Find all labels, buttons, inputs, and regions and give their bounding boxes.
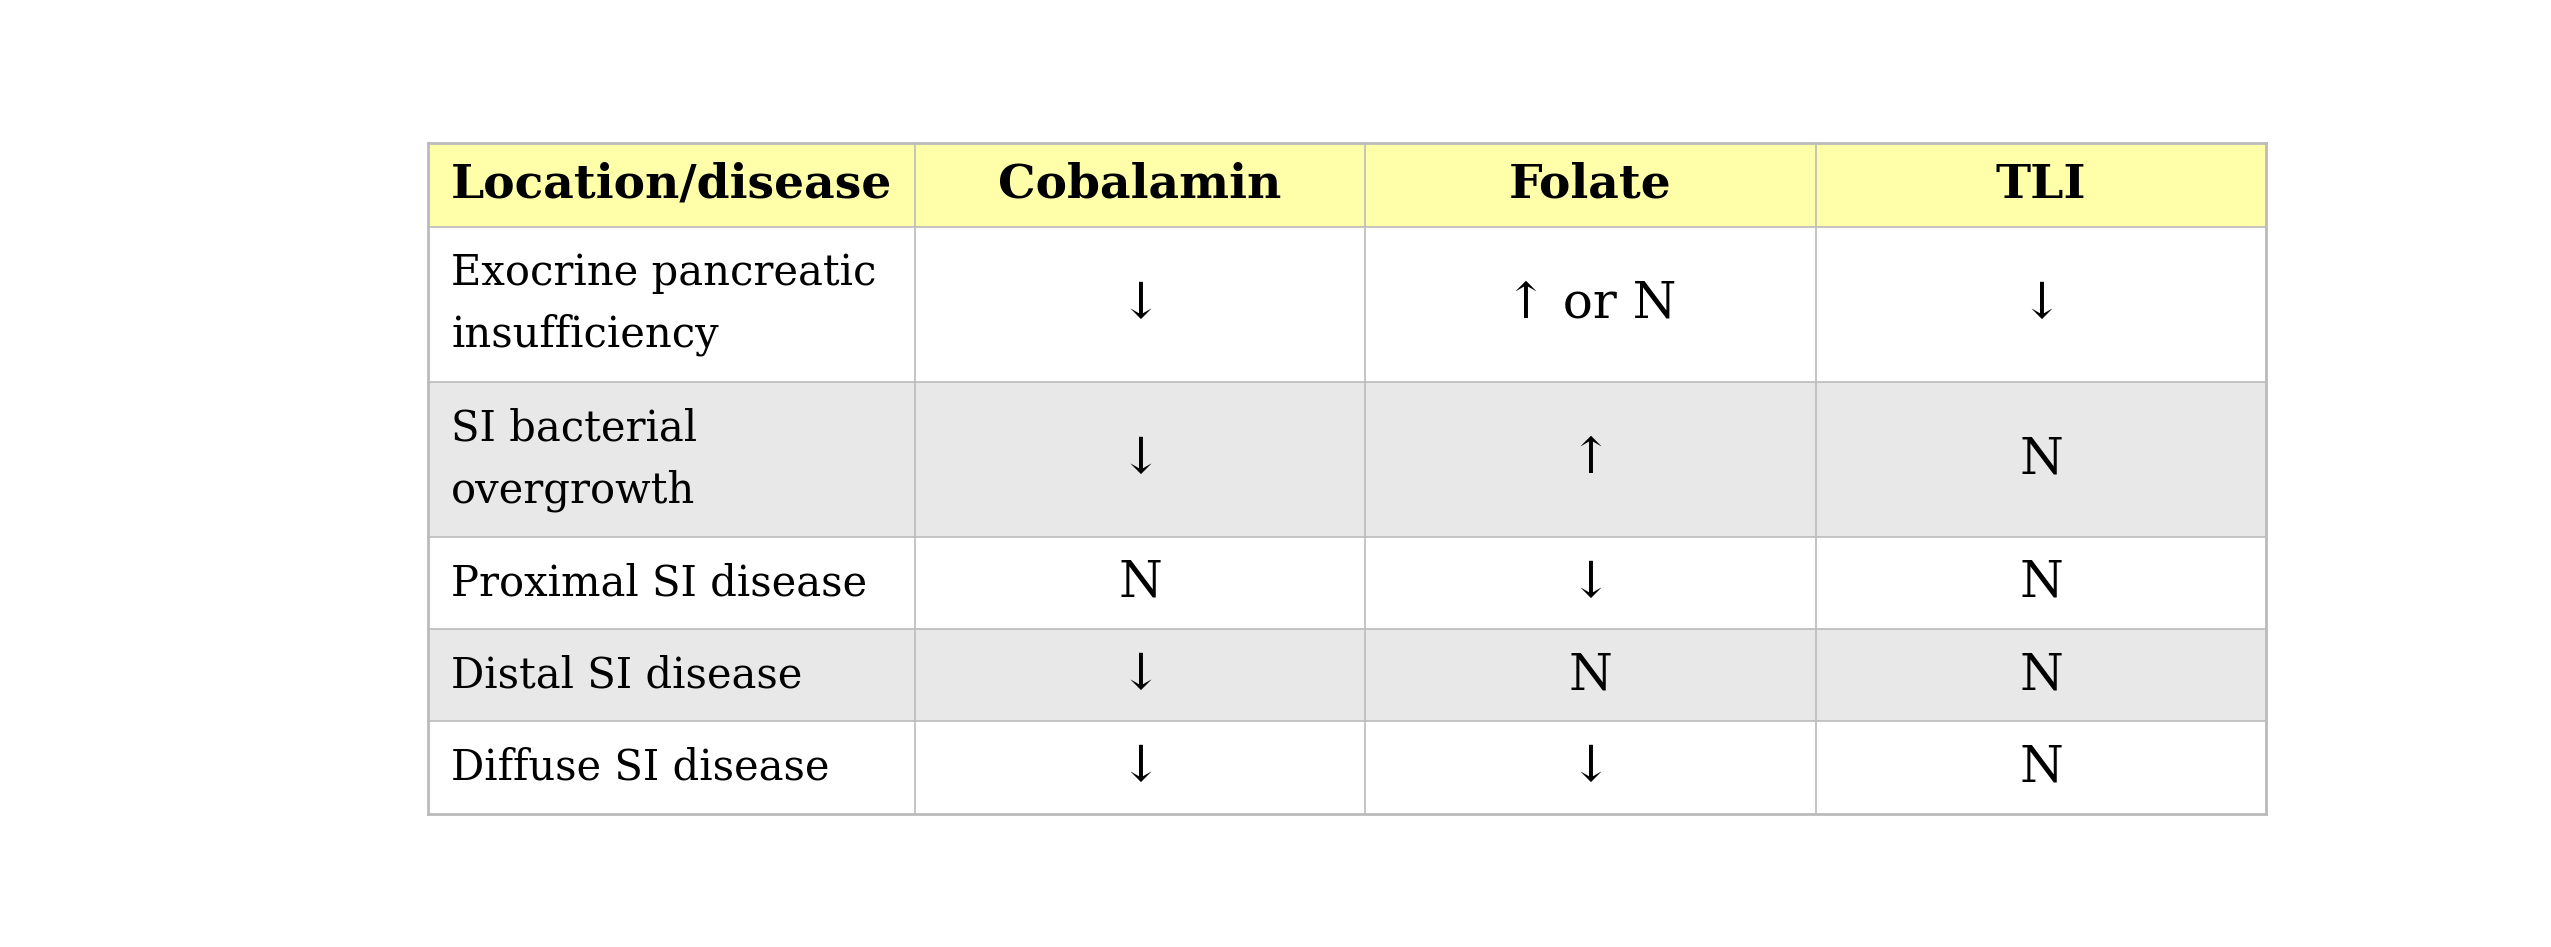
Text: ↓: ↓ <box>1120 651 1161 700</box>
Bar <box>429 629 916 722</box>
Bar <box>1816 226 2265 382</box>
Bar <box>429 143 916 226</box>
Bar <box>1816 537 2265 629</box>
Text: Diffuse SI disease: Diffuse SI disease <box>452 746 829 789</box>
Bar <box>1365 722 1816 813</box>
Bar <box>916 722 1365 813</box>
Bar <box>429 226 916 382</box>
Bar <box>916 143 1365 226</box>
Bar <box>1365 629 1816 722</box>
Bar <box>916 537 1365 629</box>
Bar <box>1816 382 2265 537</box>
Bar <box>1365 382 1816 537</box>
Bar <box>1816 143 2265 226</box>
Text: ↑: ↑ <box>1569 435 1612 484</box>
Text: ↑ or N: ↑ or N <box>1505 279 1676 329</box>
Text: N: N <box>2018 742 2064 793</box>
Bar <box>1365 143 1816 226</box>
Text: Proximal SI disease: Proximal SI disease <box>452 563 867 604</box>
Text: SI bacterial
overgrowth: SI bacterial overgrowth <box>452 407 696 511</box>
Bar <box>429 722 916 813</box>
Bar <box>429 537 916 629</box>
Bar <box>1365 226 1816 382</box>
Text: N: N <box>2018 559 2064 608</box>
Text: Cobalamin: Cobalamin <box>997 162 1281 207</box>
Text: Location/disease: Location/disease <box>452 162 893 207</box>
Text: N: N <box>1569 651 1612 700</box>
Bar <box>916 382 1365 537</box>
Text: ↓: ↓ <box>1120 742 1161 793</box>
Bar <box>429 382 916 537</box>
Text: N: N <box>1117 559 1163 608</box>
Text: ↓: ↓ <box>2020 279 2061 329</box>
Text: N: N <box>2018 435 2064 484</box>
Text: ↓: ↓ <box>1569 742 1612 793</box>
Text: TLI: TLI <box>1995 162 2087 207</box>
Bar <box>916 226 1365 382</box>
Text: Distal SI disease: Distal SI disease <box>452 654 804 696</box>
Text: ↓: ↓ <box>1569 559 1612 608</box>
Bar <box>1816 629 2265 722</box>
Text: ↓: ↓ <box>1120 435 1161 484</box>
Text: N: N <box>2018 651 2064 700</box>
Text: Folate: Folate <box>1510 162 1671 207</box>
Text: Exocrine pancreatic
insufficiency: Exocrine pancreatic insufficiency <box>452 252 878 356</box>
Bar <box>916 629 1365 722</box>
Text: ↓: ↓ <box>1120 279 1161 329</box>
Bar <box>1816 722 2265 813</box>
Bar <box>1365 537 1816 629</box>
